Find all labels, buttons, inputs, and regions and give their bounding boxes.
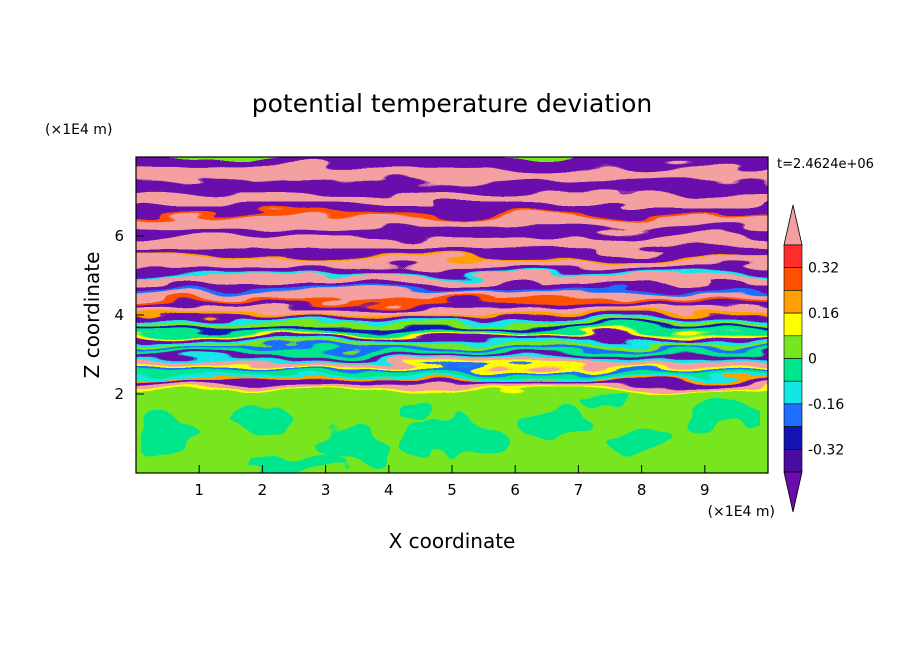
x-tick-label: 6 xyxy=(510,481,520,499)
contour-band xyxy=(136,377,768,381)
colorbar-segment xyxy=(783,290,803,314)
colorbar-label: 0.16 xyxy=(808,306,839,322)
y-tick-label: 2 xyxy=(114,385,124,403)
contour-band xyxy=(136,322,768,327)
colorbar-label: 0 xyxy=(808,352,817,368)
colorbar-segment xyxy=(783,335,803,359)
contour-band xyxy=(136,204,768,215)
x-tick-label: 8 xyxy=(637,481,647,499)
contour-band xyxy=(136,365,768,369)
colorbar-max-arrow xyxy=(783,204,803,246)
contour-band xyxy=(136,383,768,390)
x-tick-label: 7 xyxy=(574,481,584,499)
colorbar-segment xyxy=(783,267,803,291)
colorbar-label: -0.32 xyxy=(808,442,844,458)
contour-band xyxy=(136,311,768,316)
contour-band xyxy=(136,353,768,359)
x-tick-label: 1 xyxy=(194,481,204,499)
contour-band xyxy=(136,370,768,375)
contour-band xyxy=(136,236,768,249)
lower-layer-blobs xyxy=(140,392,760,473)
stratified-bands xyxy=(136,157,768,395)
contour-band xyxy=(136,318,768,323)
x-axis-unit: (×1E4 m) xyxy=(708,504,775,520)
contour-band xyxy=(136,374,768,379)
colorbar-segment xyxy=(783,380,803,405)
x-axis-label: X coordinate xyxy=(389,529,516,553)
heatmap-area xyxy=(136,157,768,473)
contour-band xyxy=(136,357,768,362)
contour-band xyxy=(136,247,768,257)
contour-band xyxy=(136,180,768,193)
contour-band xyxy=(136,213,768,217)
chart-title: potential temperature deviation xyxy=(252,89,652,118)
contour-band xyxy=(136,335,768,341)
time-label: t=2.4624e+06 xyxy=(777,157,874,172)
x-tick-label: 3 xyxy=(321,481,331,499)
contour-band xyxy=(136,191,768,205)
colorbar-segment xyxy=(783,312,803,337)
contour-band xyxy=(136,342,768,347)
contour-band xyxy=(136,345,768,350)
contour-band xyxy=(136,258,768,268)
y-axis-unit: (×1E4 m) xyxy=(45,122,112,138)
contour-band xyxy=(136,228,768,238)
contour-band xyxy=(136,216,768,229)
x-tick-label: 9 xyxy=(700,481,710,499)
colorbar-min-arrow xyxy=(783,471,803,513)
y-tick-label: 6 xyxy=(114,227,124,245)
contour-band xyxy=(136,275,768,284)
contour-band xyxy=(136,360,768,367)
colorbar-label: 0.32 xyxy=(808,261,839,277)
contour-band xyxy=(136,315,768,320)
contour-band xyxy=(136,390,768,395)
x-tick-label: 5 xyxy=(447,481,457,499)
contour-band xyxy=(136,288,768,293)
contour-band xyxy=(136,266,768,274)
contour-band xyxy=(136,167,768,182)
contour-band xyxy=(136,298,768,303)
contour-band xyxy=(136,301,768,307)
contour-band xyxy=(136,348,768,355)
x-axis-ticks: 1 2 3 4 5 6 7 8 9 xyxy=(194,465,710,499)
x-tick-label: 2 xyxy=(258,481,268,499)
contour-band xyxy=(136,329,768,334)
contour-band xyxy=(136,306,768,313)
colorbar-segment xyxy=(783,448,803,473)
contour-band xyxy=(136,367,768,371)
contour-band xyxy=(136,157,768,168)
y-axis-ticks: 2 4 6 xyxy=(114,227,144,403)
contour-band xyxy=(136,379,768,385)
contour-band xyxy=(136,292,768,300)
x-tick-label: 4 xyxy=(384,481,394,499)
colorbar-segment xyxy=(783,358,803,382)
colorbar-segment xyxy=(783,244,803,269)
colorbar: 0.32 0.16 0 -0.16 -0.32 xyxy=(783,204,844,513)
contour-band xyxy=(136,339,768,344)
colorbar-label: -0.16 xyxy=(808,397,844,413)
contour-band xyxy=(136,326,768,330)
colorbar-segment xyxy=(783,403,803,427)
y-tick-label: 4 xyxy=(114,306,124,324)
contour-band xyxy=(136,283,768,290)
contour-band xyxy=(136,255,768,259)
y-axis-label: Z coordinate xyxy=(80,252,104,379)
contour-band xyxy=(136,388,768,392)
colorbar-segment xyxy=(783,426,803,450)
contour-band xyxy=(136,273,768,277)
contour-band xyxy=(136,333,768,337)
